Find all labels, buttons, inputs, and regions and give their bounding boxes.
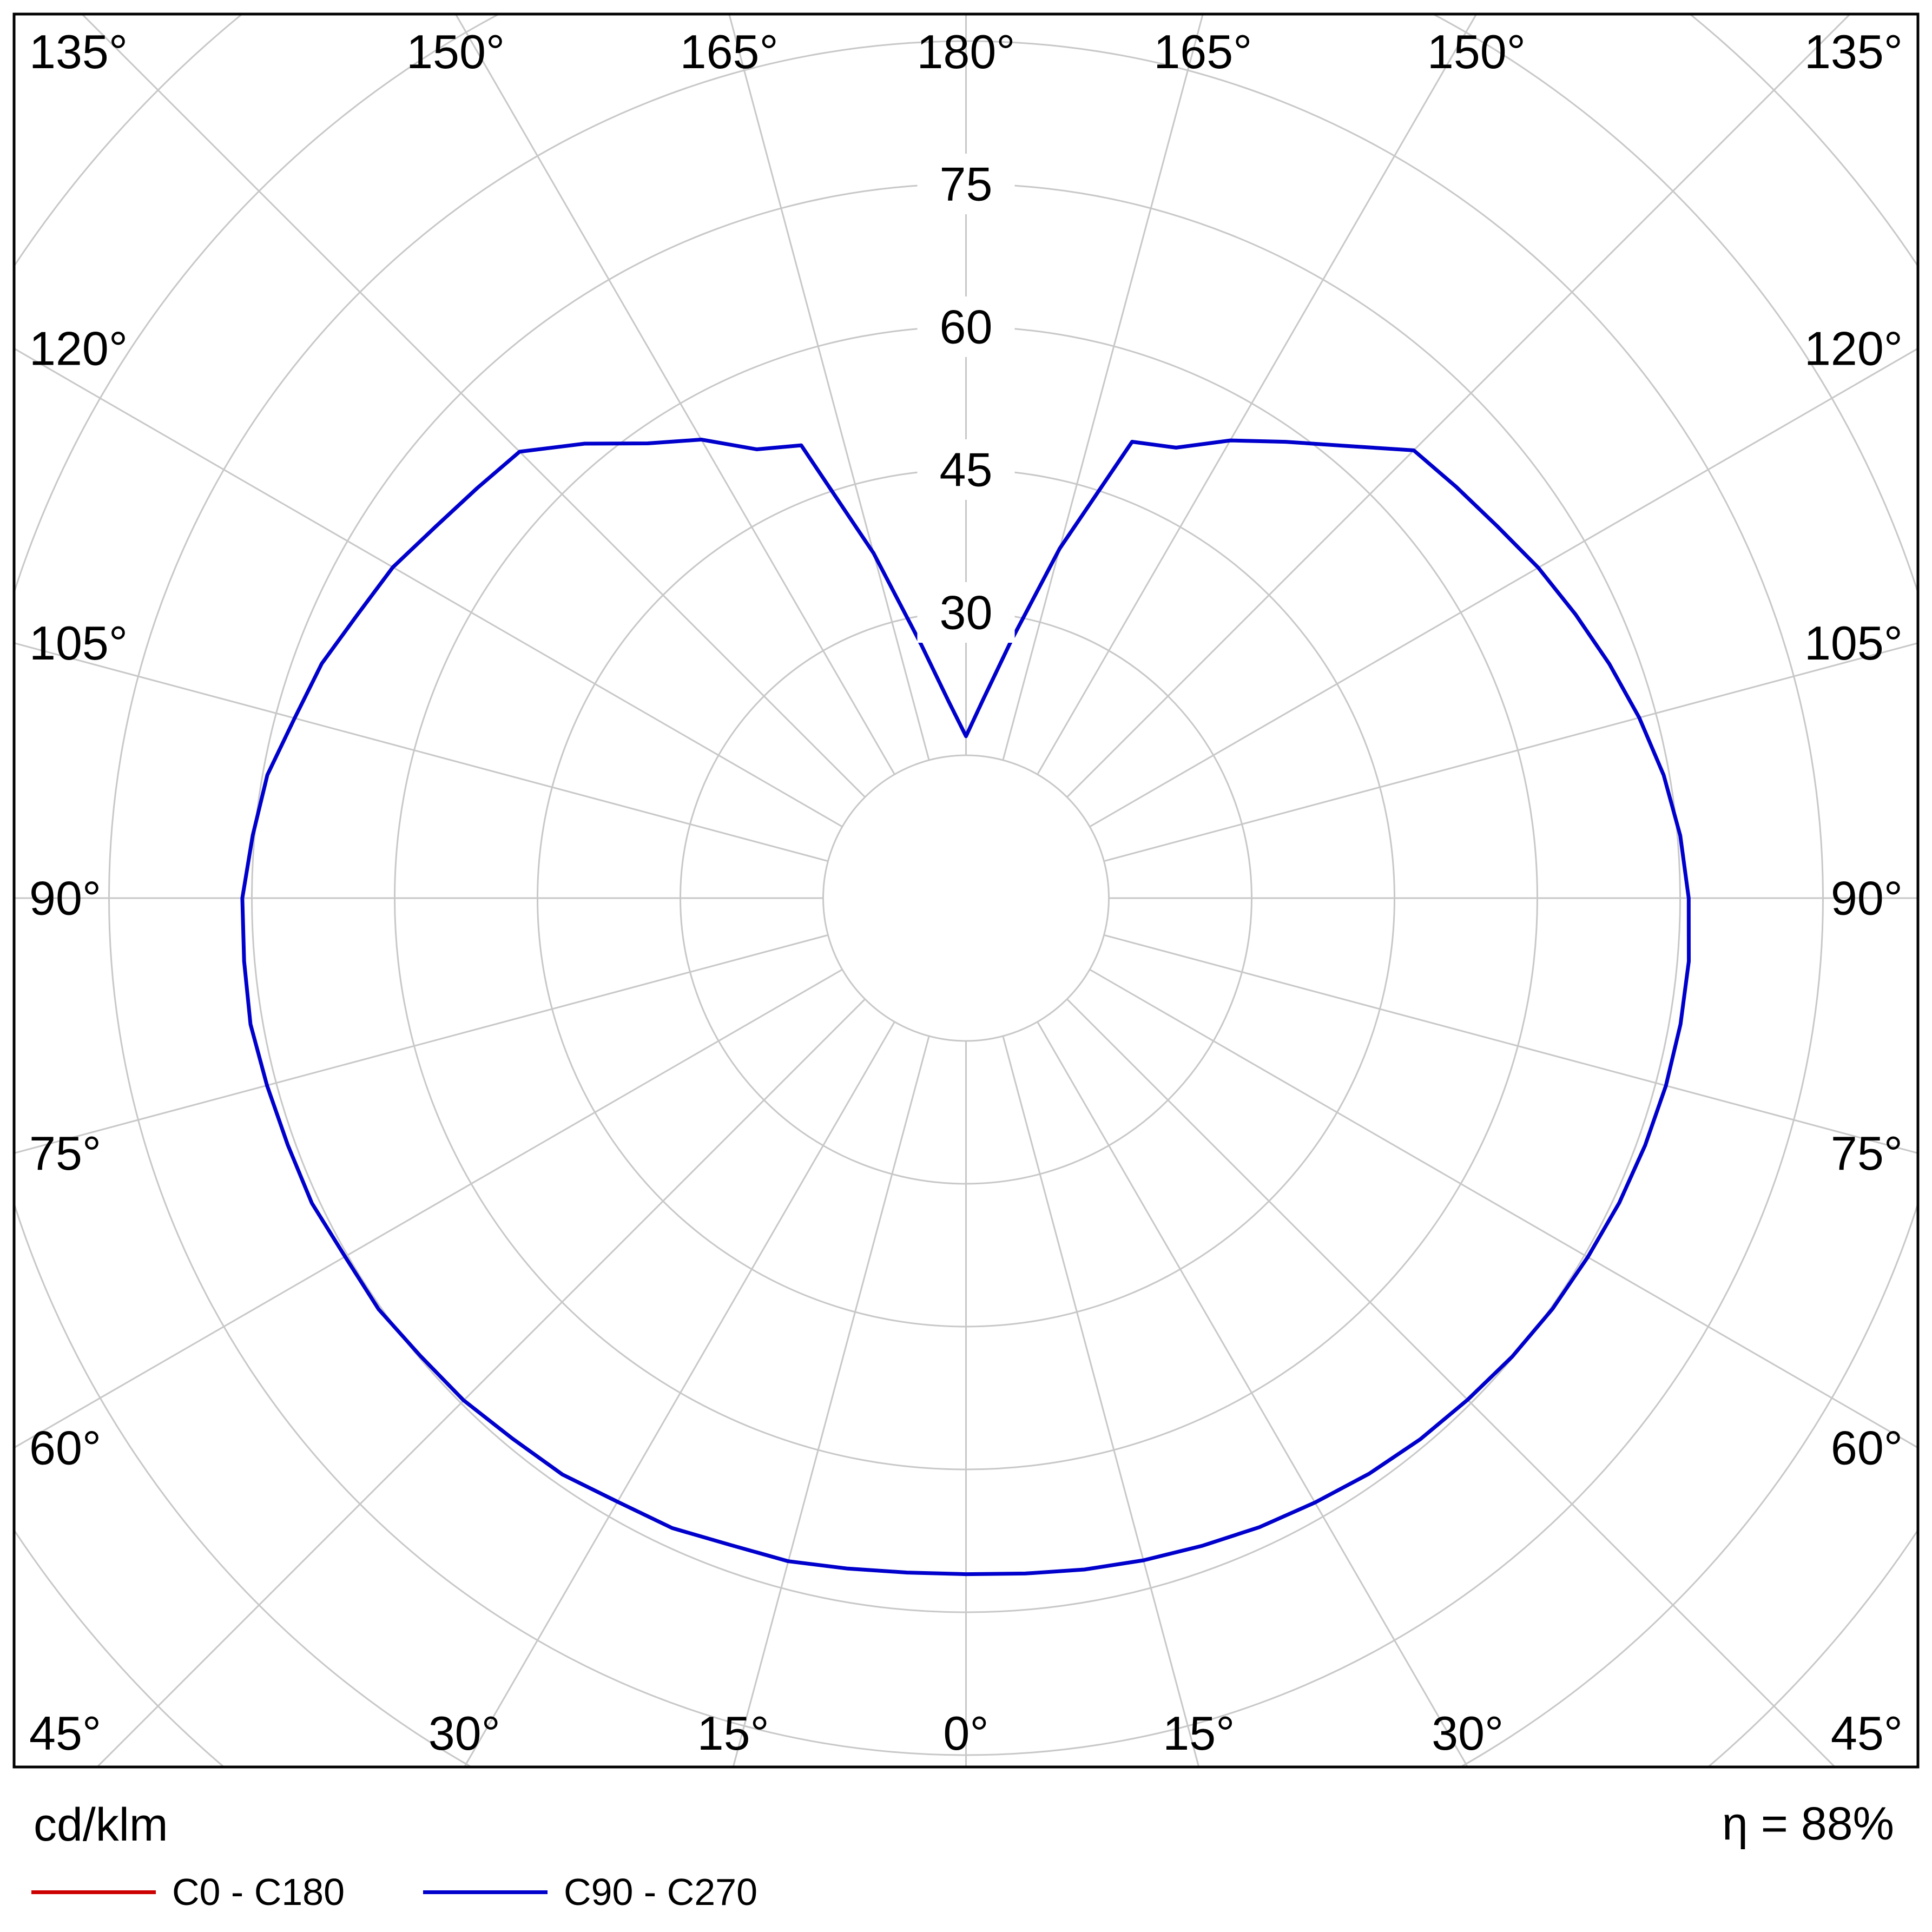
angle-label-30-left: 30° <box>428 1706 500 1760</box>
angle-label-150-left: 150° <box>406 25 505 78</box>
ring-label-60: 60 <box>940 300 993 354</box>
legend-swatch-red-line <box>31 1890 156 1894</box>
plot-border <box>12 12 1920 1769</box>
curve-c90-c270 <box>240 438 1691 1577</box>
legend-entry-c90-c270: C90 - C270 <box>423 1873 757 1911</box>
units-label: cd/klm <box>34 1799 168 1851</box>
grid-spoke-45 <box>1066 998 1836 1767</box>
legend-label-c0-c180: C0 - C180 <box>172 1871 345 1913</box>
grid-spoke-285 <box>14 934 828 1155</box>
grid-spoke-60 <box>1089 968 1918 1449</box>
grid-spoke-105 <box>1104 642 1918 862</box>
angle-label-165-right: 165° <box>1153 25 1252 78</box>
angle-label-135-left: 135° <box>29 25 128 78</box>
angle-label-45-left: 45° <box>29 1706 101 1760</box>
legend: C0 - C180 C90 - C270 <box>31 1873 757 1911</box>
angle-label-60-left: 60° <box>29 1421 101 1474</box>
angle-label-135-right: 135° <box>1804 25 1903 78</box>
angle-label-90-left: 90° <box>29 872 101 925</box>
angle-label-90-right: 90° <box>1831 872 1903 925</box>
angle-label-105-left: 105° <box>29 616 128 670</box>
ring-label-45: 45 <box>940 443 993 497</box>
grid-spoke-150 <box>1037 14 1478 775</box>
angle-label-45-right: 45° <box>1831 1706 1903 1760</box>
legend-label-c90-c270: C90 - C270 <box>564 1871 758 1913</box>
grid-spoke-300 <box>14 968 843 1449</box>
ring-label-bg <box>917 582 1015 643</box>
ring-label-30: 30 <box>940 586 993 639</box>
angle-label-60-right: 60° <box>1831 1421 1903 1474</box>
angle-label-75-right: 75° <box>1831 1126 1903 1180</box>
grid-spoke-225 <box>81 14 866 798</box>
angle-label-75-left: 75° <box>29 1126 101 1180</box>
grid-spoke-240 <box>14 347 843 828</box>
efficiency-label: η = 88% <box>1722 1798 1894 1850</box>
ring-label-bg <box>917 296 1015 357</box>
angle-label-15-right: 15° <box>1163 1706 1235 1760</box>
angle-labels: 0° 15° 30° 45° 60° 75° 90° 105° 120° 135° 150° 165°… <box>29 25 1903 1760</box>
angle-label-15-left: 15° <box>697 1706 769 1760</box>
grid-spoke-30 <box>1037 1021 1469 1767</box>
angle-label-165-left: 165° <box>680 25 779 78</box>
grid-spoke-315 <box>96 998 866 1767</box>
angle-label-120-left: 120° <box>29 322 128 375</box>
ring-label-75: 75 <box>940 157 993 211</box>
ring-labels: 30 45 60 75 <box>917 154 1015 643</box>
angle-label-180-left: 180° <box>916 25 1015 78</box>
angle-label-120-right: 120° <box>1804 322 1903 375</box>
grid-spoke-120 <box>1089 347 1918 828</box>
ring-label-bg <box>917 439 1015 500</box>
grid-spoke-345 <box>732 1036 930 1767</box>
angle-label-0-left: 0° <box>943 1706 988 1760</box>
legend-swatch-blue-line <box>423 1890 548 1894</box>
grid-ring-15 <box>822 754 1110 1042</box>
grid-spoke-15 <box>1002 1036 1200 1767</box>
angle-label-150-right: 150° <box>1427 25 1526 78</box>
legend-entry-c0-c180: C0 - C180 <box>31 1873 345 1911</box>
grid-spoke-195 <box>728 14 930 761</box>
grid-spoke-135 <box>1066 14 1851 798</box>
grid-spoke-210 <box>454 14 895 775</box>
grid-spoke-330 <box>463 1021 895 1767</box>
angle-label-105-right: 105° <box>1804 616 1903 670</box>
ring-label-bg <box>917 154 1015 214</box>
angle-label-30-right: 30° <box>1432 1706 1504 1760</box>
grid-spoke-165 <box>1002 14 1204 761</box>
grid-spoke-255 <box>14 642 828 862</box>
grid-spoke-75 <box>1104 934 1918 1155</box>
